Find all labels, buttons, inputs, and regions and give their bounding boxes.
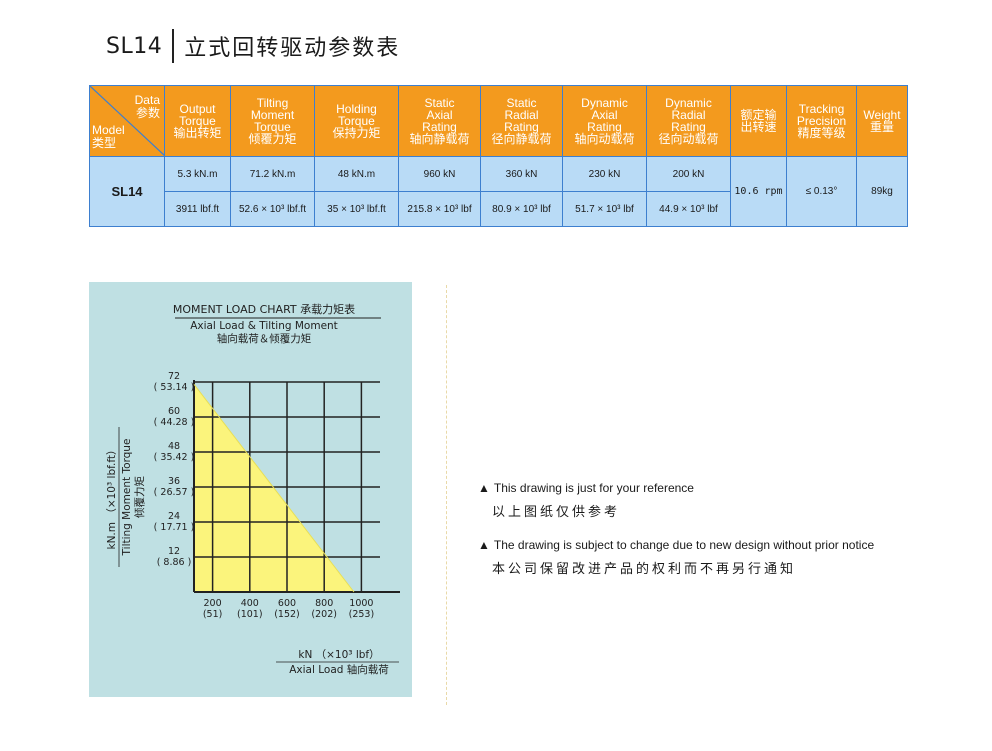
spec-table: Data 参数 Model 类型 Output Torque 输出转矩 Tilting M…	[89, 85, 908, 227]
cell-static-radial-imperial: 80.9 × 10³ lbf	[480, 191, 563, 227]
cell-static-radial-metric: 360 kN	[480, 156, 563, 192]
page-title: SL14 立式回转驱动参数表	[106, 28, 400, 64]
header-rated-speed: 额定输 出转速	[730, 85, 787, 157]
triangle-icon: ▲	[478, 481, 490, 495]
corner-model-label: Model 类型	[92, 123, 125, 150]
divider-line	[446, 285, 447, 705]
cell-holding-torque-metric: 48 kN.m	[314, 156, 399, 192]
y-tick-label: 12	[168, 546, 180, 557]
header-tracking-precision: Tracking Precision 精度等级	[786, 85, 857, 157]
cell-dynamic-axial-imperial: 51.7 × 10³ lbf	[562, 191, 647, 227]
header-dynamic-axial: Dynamic Axial Rating 轴向动载荷	[562, 85, 647, 157]
header-static-axial: Static Axial Rating 轴向静载荷	[398, 85, 481, 157]
corner-data-label: Data 参数	[134, 93, 160, 120]
moment-load-chart: MOMENT LOAD CHART 承载力矩表 Axial Load & Til…	[106, 302, 400, 676]
x-tick-label: 200	[204, 598, 222, 609]
x-tick-label: 1000	[349, 598, 373, 609]
y-axis-units: kN.m （×10³ lbf.ft）	[106, 444, 118, 549]
cell-output-torque-metric: 5.3 kN.m	[164, 156, 231, 192]
cell-rated-speed: 10.6 rpm	[730, 156, 787, 227]
x-tick-label: 600	[278, 598, 296, 609]
y-axis-label-en: Tilting Moment Torque	[121, 439, 133, 557]
x-tick-sublabel: (152)	[274, 609, 300, 620]
y-tick-sublabel: ( 44.28 )	[154, 417, 195, 428]
header-dynamic-radial: Dynamic Radial Rating 径向动载荷	[646, 85, 731, 157]
x-axis-label: Axial Load 轴向载荷	[289, 663, 389, 676]
cell-output-torque-imperial: 3911 lbf.ft	[164, 191, 231, 227]
cell-dynamic-axial-metric: 230 kN	[562, 156, 647, 192]
y-tick-label: 24	[168, 511, 180, 522]
note-cn: 本公司保留改进产品的权利而不再另行通知	[492, 561, 797, 576]
notes: ▲ This drawing is just for your reference…	[478, 481, 874, 595]
x-tick-sublabel: (101)	[237, 609, 263, 620]
note-en: The drawing is subject to change due to …	[493, 538, 875, 552]
x-tick-label: 800	[315, 598, 333, 609]
cell-dynamic-radial-metric: 200 kN	[646, 156, 731, 192]
cell-holding-torque-imperial: 35 × 10³ lbf.ft	[314, 191, 399, 227]
x-tick-sublabel: (51)	[203, 609, 223, 620]
y-axis-label-cn: 倾覆力矩	[133, 476, 146, 518]
header-static-radial: Static Radial Rating 径向静载荷	[480, 85, 563, 157]
note-item: ▲ This drawing is just for your reference…	[478, 481, 874, 520]
chart-title: MOMENT LOAD CHART 承载力矩表	[173, 302, 355, 316]
y-tick-label: 60	[168, 406, 180, 417]
note-item: ▲ The drawing is subject to change due to…	[478, 538, 874, 577]
y-tick-sublabel: ( 17.71 )	[154, 522, 195, 533]
x-tick-label: 400	[241, 598, 259, 609]
note-en: This drawing is just for your reference	[493, 481, 694, 495]
cell-static-axial-metric: 960 kN	[398, 156, 481, 192]
note-cn: 以上图纸仅供参考	[492, 504, 621, 519]
title-model: SL14	[106, 33, 163, 59]
header-weight: Weight 重量	[856, 85, 908, 157]
triangle-icon: ▲	[478, 538, 490, 552]
title-divider	[172, 29, 175, 63]
boundary-line	[193, 384, 355, 593]
chart-subtitle-cn: 轴向载荷＆倾覆力矩	[217, 332, 312, 345]
moment-load-chart-panel: MOMENT LOAD CHART 承载力矩表 Axial Load & Til…	[89, 282, 412, 697]
chart-plot-area: 200(51) 400(101) 600(152) 800(202) 1000(253)…	[154, 371, 400, 620]
corner-header: Data 参数 Model 类型	[89, 85, 165, 157]
header-output-torque: Output Torque 输出转矩	[164, 85, 231, 157]
title-name: 立式回转驱动参数表	[184, 36, 401, 61]
y-tick-sublabel: ( 35.42 )	[154, 452, 195, 463]
table-row: SL14 5.3 kN.m 71.2 kN.m 48 kN.m 960 kN 3…	[89, 156, 908, 227]
table-row: 3911 lbf.ft 52.6 × 10³ lbf.ft 35 × 10³ l…	[90, 191, 908, 227]
y-tick-label: 36	[168, 476, 180, 487]
cell-tracking-precision: ≤ 0.13°	[786, 156, 857, 227]
chart-subtitle-en: Axial Load & Tilting Moment	[190, 320, 338, 332]
x-tick-sublabel: (202)	[311, 609, 337, 620]
header-tilting-moment: Tilting Moment Torque 倾覆力矩	[230, 85, 315, 157]
corner-diagonal	[90, 86, 165, 156]
cell-weight: 89kg	[856, 156, 908, 227]
y-tick-sublabel: ( 26.57 )	[154, 487, 195, 498]
y-tick-label: 48	[168, 441, 180, 452]
header-holding-torque: Holding Torque 保持力矩	[314, 85, 399, 157]
model-cell: SL14	[89, 156, 165, 227]
y-tick-sublabel: ( 53.14 )	[154, 382, 195, 393]
cell-static-axial-imperial: 215.8 × 10³ lbf	[398, 191, 481, 227]
table-header-row: Data 参数 Model 类型 Output Torque 输出转矩 Tilting M…	[89, 85, 908, 157]
cell-dynamic-radial-imperial: 44.9 × 10³ lbf	[646, 191, 731, 227]
y-tick-label: 72	[168, 371, 180, 382]
x-axis-units: kN （×10³ lbf）	[298, 649, 379, 661]
cell-tilting-moment-imperial: 52.6 × 10³ lbf.ft	[230, 191, 315, 227]
y-tick-sublabel: ( 8.86 )	[157, 557, 192, 568]
cell-tilting-moment-metric: 71.2 kN.m	[230, 156, 315, 192]
x-tick-sublabel: (253)	[349, 609, 375, 620]
